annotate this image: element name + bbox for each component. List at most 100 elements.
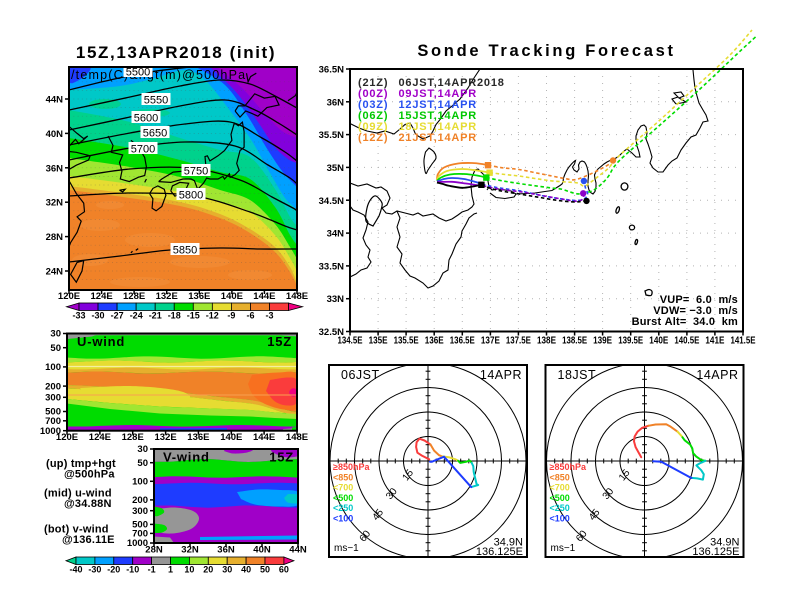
svg-text:-9: -9 (227, 311, 235, 321)
svg-text:-27: -27 (111, 311, 124, 321)
svg-text:50: 50 (50, 343, 61, 354)
svg-text:34.9N: 34.9N (710, 537, 739, 549)
svg-text:128E: 128E (122, 432, 144, 443)
svg-text:141E: 141E (705, 336, 724, 347)
svg-text:100: 100 (45, 362, 61, 373)
svg-text:15Z: 15Z (269, 450, 294, 465)
svg-text:50: 50 (260, 565, 270, 575)
svg-text:5700: 5700 (131, 144, 155, 156)
svg-text:5850: 5850 (173, 245, 197, 257)
svg-text:15JST,14APR: 15JST,14APR (399, 110, 478, 122)
svg-text:20: 20 (203, 565, 213, 575)
svg-text:300: 300 (132, 506, 148, 517)
svg-text:@136.11E: @136.11E (62, 534, 115, 546)
svg-text:137.5E: 137.5E (506, 336, 531, 347)
svg-text:5750: 5750 (184, 166, 208, 178)
svg-text:09JST,14APR: 09JST,14APR (399, 88, 478, 100)
svg-text:<700: <700 (333, 483, 353, 493)
svg-text:-30: -30 (88, 565, 101, 575)
svg-text:<850: <850 (550, 472, 570, 482)
svg-text:≥850hPa: ≥850hPa (550, 462, 587, 472)
svg-text:5650: 5650 (143, 128, 167, 140)
svg-text:36N: 36N (46, 163, 64, 174)
svg-text:12JST,14APR: 12JST,14APR (399, 99, 478, 111)
svg-text:U-wind: U-wind (77, 334, 125, 349)
svg-text:-6: -6 (246, 311, 254, 321)
svg-text:28N: 28N (145, 545, 163, 556)
svg-text:-3: -3 (265, 311, 273, 321)
svg-text:40N: 40N (253, 545, 271, 556)
svg-text:141.5E: 141.5E (731, 336, 756, 347)
svg-text:@500hPa: @500hPa (64, 469, 115, 481)
svg-text:-12: -12 (206, 311, 219, 321)
svg-text:33.5N: 33.5N (319, 261, 344, 272)
svg-text:18JST,14APR: 18JST,14APR (399, 121, 478, 133)
svg-text:(09Z): (09Z) (358, 121, 388, 133)
svg-text:40: 40 (241, 565, 251, 575)
svg-text:V-wind: V-wind (163, 450, 210, 465)
svg-text:30: 30 (222, 565, 232, 575)
svg-text:124E: 124E (91, 291, 113, 302)
svg-text:44N: 44N (46, 95, 64, 106)
svg-text:100: 100 (132, 477, 148, 488)
svg-text:-40: -40 (69, 565, 82, 575)
svg-text:1000: 1000 (40, 426, 61, 437)
svg-text:5550: 5550 (144, 95, 168, 107)
svg-text:136E: 136E (425, 336, 444, 347)
svg-text:34.5N: 34.5N (319, 196, 344, 207)
svg-text:<500: <500 (550, 493, 570, 503)
svg-text:120E: 120E (58, 291, 80, 302)
svg-text:-1: -1 (148, 565, 156, 575)
svg-text:Burst Alt= 34.0 km: Burst Alt= 34.0 km (632, 316, 738, 328)
svg-text:32N: 32N (181, 545, 199, 556)
svg-text:ms−1: ms−1 (334, 543, 359, 554)
svg-text:132E: 132E (156, 291, 178, 302)
svg-text:30: 30 (50, 329, 61, 340)
svg-text:32.5N: 32.5N (319, 327, 344, 338)
svg-text:<100: <100 (550, 514, 570, 524)
svg-text:32N: 32N (46, 198, 64, 209)
svg-text:5500: 5500 (126, 67, 150, 79)
svg-text:5600: 5600 (134, 113, 158, 125)
svg-text:(12Z): (12Z) (358, 132, 388, 144)
svg-text:21JST,14APR: 21JST,14APR (399, 132, 478, 144)
svg-text:<100: <100 (333, 514, 353, 524)
svg-text:<700: <700 (550, 483, 570, 493)
svg-text:15Z: 15Z (267, 334, 292, 349)
svg-text:(mid) u-wind: (mid) u-wind (44, 488, 112, 500)
svg-text:≥850hPa: ≥850hPa (333, 462, 370, 472)
svg-text:36.5N: 36.5N (319, 65, 344, 76)
svg-text:136.5E: 136.5E (450, 336, 475, 347)
svg-text:134.5E: 134.5E (338, 336, 363, 347)
svg-text:VDW= −3.0 m/s: VDW= −3.0 m/s (653, 305, 738, 317)
svg-text:-30: -30 (91, 311, 104, 321)
svg-text:700: 700 (45, 416, 61, 427)
svg-text:@34.88N: @34.88N (64, 498, 112, 510)
svg-text:(bot) v-wind: (bot) v-wind (44, 524, 109, 536)
svg-text:500: 500 (45, 407, 61, 418)
svg-text:5800: 5800 (179, 190, 203, 202)
svg-text:139E: 139E (593, 336, 612, 347)
svg-text:(up) tmp+hgt: (up) tmp+hgt (46, 458, 116, 470)
svg-text:200: 200 (132, 495, 148, 506)
svg-text:148E: 148E (286, 432, 308, 443)
svg-text:136E: 136E (187, 432, 209, 443)
svg-text:-10: -10 (126, 565, 139, 575)
svg-text:36N: 36N (327, 97, 345, 108)
svg-text:200: 200 (45, 381, 61, 392)
svg-text:40N: 40N (46, 129, 64, 140)
svg-text:-21: -21 (149, 311, 162, 321)
svg-text:36N: 36N (217, 545, 235, 556)
svg-text:-18: -18 (168, 311, 181, 321)
svg-text:300: 300 (45, 393, 61, 404)
svg-text:60: 60 (279, 565, 289, 575)
svg-text:<850: <850 (333, 472, 353, 482)
svg-text:18JST: 18JST (558, 368, 597, 382)
svg-text:50: 50 (137, 458, 148, 469)
svg-text:30: 30 (137, 444, 148, 455)
svg-text:136.125E: 136.125E (476, 546, 523, 558)
svg-text:700: 700 (132, 529, 148, 540)
svg-text:(00Z): (00Z) (358, 88, 388, 100)
svg-text:120E: 120E (56, 432, 78, 443)
svg-text:136E: 136E (188, 291, 210, 302)
